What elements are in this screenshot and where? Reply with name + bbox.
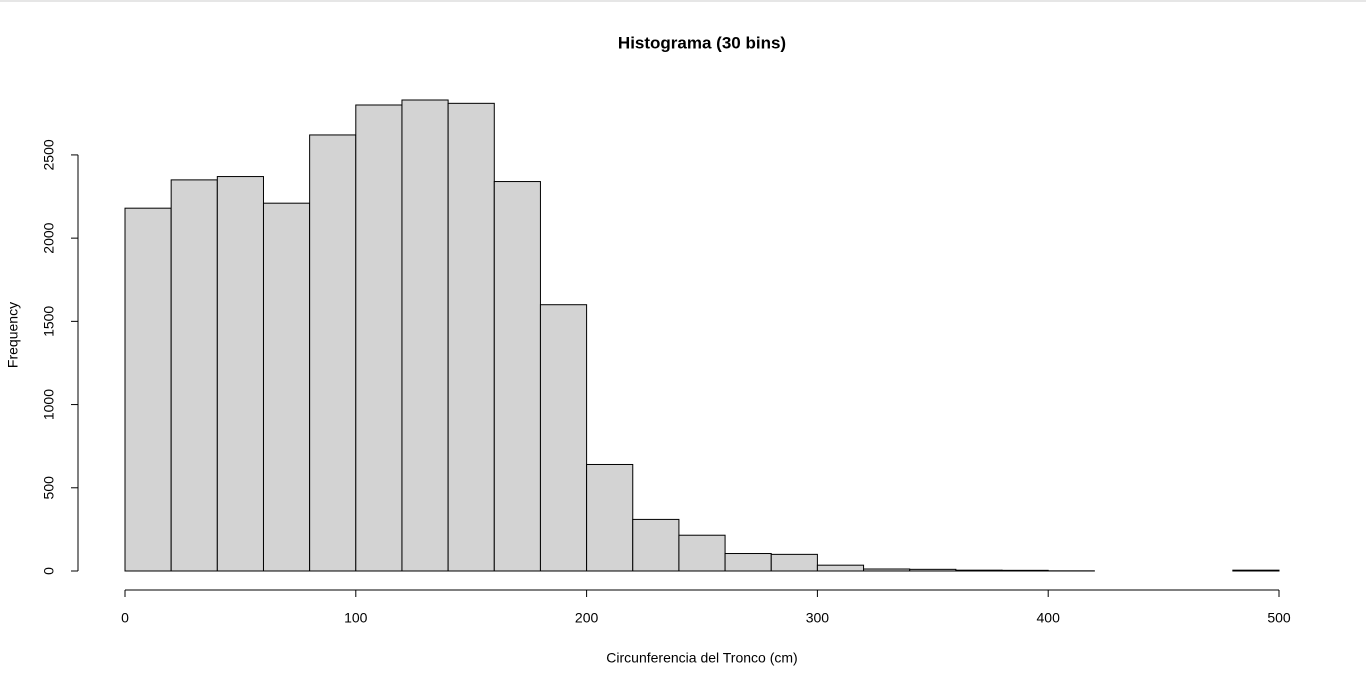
bar — [678, 534, 726, 572]
x-tick-label: 100 — [344, 610, 368, 626]
y-tick-label: 2500 — [41, 139, 57, 170]
bar — [124, 207, 172, 572]
x-tick-label: 500 — [1267, 610, 1291, 626]
bar — [909, 568, 957, 572]
y-tick-label: 500 — [41, 476, 57, 500]
y-tick-label: 0 — [41, 567, 57, 575]
bar — [770, 553, 818, 572]
bar — [447, 102, 495, 572]
bar — [216, 176, 264, 572]
bar — [816, 564, 865, 572]
bar — [955, 569, 1003, 572]
x-tick-label: 400 — [1037, 610, 1061, 626]
y-tick-label: 1000 — [41, 389, 57, 420]
x-tick-label: 200 — [575, 610, 599, 626]
top-border — [0, 0, 1366, 2]
bar — [493, 181, 541, 572]
bar — [1001, 569, 1049, 572]
x-tick-label: 0 — [121, 610, 129, 626]
y-tick-label: 2000 — [41, 222, 57, 253]
bar — [632, 518, 680, 572]
bar — [355, 104, 403, 572]
x-axis-label: Circunferencia del Tronco (cm) — [606, 650, 797, 666]
y-axis-label: Frequency — [5, 302, 21, 368]
bar — [724, 553, 772, 572]
x-tick-label: 300 — [806, 610, 830, 626]
bar — [863, 568, 911, 572]
bar — [309, 134, 357, 572]
bar — [586, 463, 634, 572]
bar — [262, 202, 311, 572]
bar — [539, 304, 588, 572]
bar — [170, 179, 218, 572]
bar — [401, 99, 449, 572]
y-tick-label: 1500 — [41, 306, 57, 337]
chart-title: Histograma (30 bins) — [618, 33, 786, 52]
bar — [1232, 569, 1280, 572]
